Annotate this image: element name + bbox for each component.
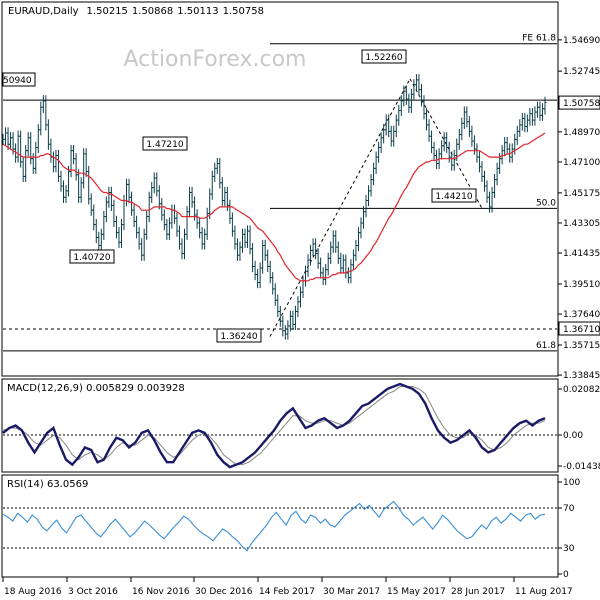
x-tick-label: 16 Nov 2016	[132, 587, 190, 597]
price-tick-label: 1.39510	[563, 280, 600, 290]
macd-tick-label: -0.014386	[563, 462, 600, 472]
level-label-box	[2, 72, 36, 87]
macd-tick-label: 0.00	[563, 431, 583, 441]
price-tick-label: 1.33845	[563, 371, 600, 381]
level-label: 1.47210	[146, 140, 183, 150]
symbol: EURAUD	[8, 6, 50, 17]
price-tick-label: 1.52745	[563, 67, 600, 77]
level-label-box	[216, 328, 262, 343]
rsi-tick-label: 70	[563, 504, 575, 514]
moving-average-line	[2, 132, 546, 282]
level-label: 1.52260	[365, 53, 402, 63]
macd-label: MACD(12,26,9) 0.005829 0.003928	[7, 383, 185, 394]
header-sep: ,	[50, 6, 53, 17]
level-label: 1.44210	[435, 192, 472, 202]
price-tick-label: 1.43305	[563, 219, 600, 229]
x-tick-label: 3 Oct 2016	[68, 587, 118, 597]
fib-label: 61.8	[536, 341, 556, 351]
price-highlight-box	[558, 95, 600, 110]
macd-axis: 0.020827 0.00 -0.014386	[558, 385, 600, 472]
price-tick-label: 1.48970	[563, 128, 600, 138]
fib-labels: FE 61.8 50.0 61.8	[522, 34, 556, 351]
level-label: 1.40720	[73, 253, 110, 263]
level-label-box	[361, 49, 407, 64]
horizontal-lines	[3, 43, 557, 352]
macd-panel-frame	[1, 378, 559, 473]
macd-tick-label: 0.020827	[563, 385, 600, 395]
price-tick-label: 1.36710	[563, 325, 600, 335]
level-label-box	[69, 249, 115, 264]
price-tick-label: 1.45175	[563, 189, 600, 199]
timeframe: Daily	[53, 6, 78, 17]
chart-header: EURAUD,Daily 1.50215 1.50868 1.50113 1.50758	[8, 6, 264, 17]
x-tick-label: 18 Aug 2016	[4, 587, 62, 597]
fib-label: 50.0	[536, 198, 556, 208]
ohlc-low: 1.50113	[177, 6, 218, 17]
level-label: 50940	[3, 76, 32, 86]
level-label-box	[431, 188, 477, 203]
price-tick-label: 1.54690	[563, 36, 600, 46]
price-tick-label: 1.41435	[563, 249, 600, 259]
level-label-box	[142, 136, 188, 151]
x-tick-label: 28 Jun 2017	[451, 587, 505, 597]
price-tick-label: 1.50758	[563, 99, 600, 109]
rsi-line	[2, 500, 546, 552]
rsi-tick-label: 100	[563, 478, 580, 488]
level-labels: 1.52260 50940 1.47210 1.40720 1.36240 1.44210	[2, 49, 477, 343]
fib-label: FE 61.8	[522, 34, 556, 44]
ohlc-open: 1.50215	[87, 6, 128, 17]
x-tick-label: 30 Dec 2016	[195, 587, 253, 597]
price-series	[1, 74, 547, 340]
rsi-panel-frame	[1, 474, 559, 578]
x-tick-label: 11 Aug 2017	[515, 587, 573, 597]
watermark: ActionForex.com	[124, 47, 307, 72]
rsi-tick-label: 30	[563, 544, 575, 554]
rsi-axis: 100 70 30 0	[558, 478, 580, 580]
price-tick-label: 1.37640	[563, 310, 600, 320]
x-tick-label: 14 Feb 2017	[259, 587, 315, 597]
price-highlight-box	[558, 321, 600, 336]
x-axis: 18 Aug 2016 3 Oct 2016 16 Nov 2016 30 Dec 2…	[2, 577, 573, 597]
price-panel-frame	[1, 1, 559, 377]
ohlc-close: 1.50758	[223, 6, 264, 17]
price-tick-label: 1.35715	[563, 341, 600, 351]
price-tick-label: 1.47100	[563, 158, 600, 168]
ohlc-high: 1.50868	[132, 6, 173, 17]
rsi-tick-label: 0	[563, 570, 569, 580]
level-label: 1.36240	[220, 332, 257, 342]
macd-line	[2, 382, 546, 469]
price-axis: 1.54690 1.52745 1.50758 1.48970 1.47100 1.451…	[558, 36, 600, 381]
rsi-label: RSI(14) 63.0569	[7, 479, 88, 490]
x-tick-label: 15 May 2017	[387, 587, 446, 597]
trend-line-up	[269, 78, 411, 337]
x-tick-label: 30 Mar 2017	[323, 587, 380, 597]
